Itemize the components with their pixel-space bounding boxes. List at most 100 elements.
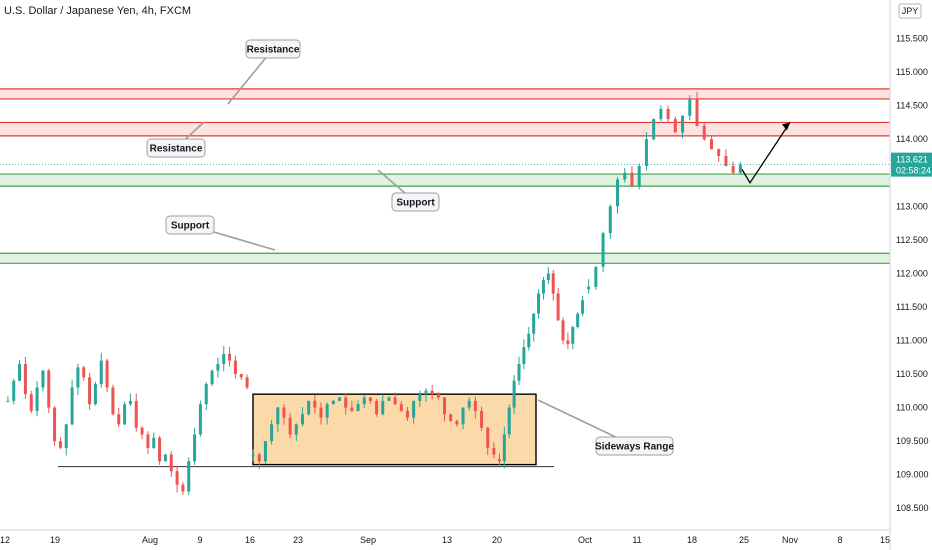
x-tick-label: 25 — [739, 535, 749, 545]
candle-body — [12, 380, 16, 401]
candle-body — [502, 434, 506, 462]
candle-body — [517, 363, 521, 381]
x-tick-label: 18 — [687, 535, 697, 545]
candle-body — [637, 166, 641, 187]
candle-body — [362, 397, 366, 405]
candle-body — [522, 347, 526, 364]
candles-layer — [0, 91, 890, 495]
callout-box — [595, 436, 674, 456]
candle-body — [587, 286, 591, 290]
x-tick-label: 9 — [197, 535, 202, 545]
candle-body — [412, 400, 416, 418]
candle-body — [123, 404, 127, 425]
candle-body — [187, 461, 191, 492]
candle-body — [436, 394, 440, 398]
candle-body — [338, 397, 342, 401]
candle-body — [594, 266, 598, 287]
y-tick-label: 114.500 — [896, 101, 928, 111]
chart-title: U.S. Dollar / Japanese Yen, 4h, FXCM — [4, 5, 192, 17]
candle-body — [681, 115, 685, 133]
x-tick-label: Sep — [360, 535, 376, 545]
candle-body — [356, 404, 360, 411]
candle-body — [644, 139, 648, 167]
candle-body — [158, 437, 162, 462]
y-tick-label: 113.000 — [896, 201, 928, 211]
candle-body — [146, 434, 150, 448]
candle-body — [276, 407, 280, 425]
candle-body — [282, 407, 286, 418]
candle-body — [532, 313, 536, 334]
candle-body — [551, 273, 555, 294]
y-tick-label: 109.500 — [896, 436, 929, 446]
candle-body — [53, 407, 57, 442]
candle-body — [623, 172, 627, 180]
candle-body — [18, 363, 22, 381]
candle-body — [222, 353, 226, 364]
callout-label: Resistance — [150, 144, 203, 155]
candle-body — [717, 149, 721, 156]
projection-arrowhead — [782, 122, 790, 131]
candle-body — [325, 404, 329, 418]
candle-body — [128, 400, 132, 405]
candle-body — [449, 414, 453, 421]
x-tick-label: 13 — [442, 535, 452, 545]
candle-body — [652, 119, 656, 140]
annotations-layer: Resistance Resistance Support Support Sidewa… — [146, 39, 791, 456]
candle-body — [512, 380, 516, 408]
candle-body — [307, 400, 311, 415]
candle-body — [455, 421, 459, 425]
candle-body — [350, 407, 354, 411]
x-tick-label: Oct — [578, 535, 593, 545]
candle-body — [630, 172, 634, 187]
candle-body — [6, 400, 10, 402]
candle-body — [117, 414, 121, 425]
candle-body — [319, 407, 323, 418]
x-tick-label: 11 — [632, 535, 641, 545]
candle-body — [88, 377, 92, 405]
candle-body — [239, 374, 243, 378]
range-layer — [58, 393, 554, 468]
y-tick-label: 108.500 — [896, 503, 929, 513]
y-tick-label: 109.000 — [896, 470, 929, 480]
candle-body — [344, 397, 348, 408]
candle-body — [492, 447, 496, 455]
candle-body — [387, 397, 391, 401]
candle-body — [140, 427, 144, 435]
candle-body — [473, 400, 477, 411]
candle-body — [537, 293, 541, 314]
candle-body — [198, 404, 202, 435]
candle-body — [288, 417, 292, 435]
candle-body — [313, 400, 317, 408]
candle-body — [673, 119, 677, 133]
candle-body — [709, 139, 713, 150]
callout-box — [391, 192, 440, 212]
candle-body — [418, 394, 422, 401]
zones-layer — [0, 88, 890, 264]
current-price-label: 113.621 — [896, 155, 928, 165]
callout-box — [146, 138, 206, 158]
candle-body — [566, 340, 570, 344]
currency-badge-label: JPY — [902, 6, 919, 16]
x-tick-label: 12 — [0, 535, 10, 545]
candle-body — [443, 397, 447, 415]
currency-badge[interactable]: JPY — [898, 3, 922, 19]
candle-body — [497, 459, 501, 462]
y-tick-label: 111.000 — [896, 335, 927, 345]
y-tick-label: 110.500 — [896, 369, 928, 379]
candle-body — [527, 333, 531, 348]
y-tick-label: 112.500 — [896, 235, 928, 245]
candle-body — [270, 424, 274, 442]
candle-body — [41, 370, 45, 388]
candle-body — [430, 390, 434, 395]
candle-body — [738, 164, 742, 173]
x-tick-label: 23 — [293, 535, 303, 545]
candle-body — [581, 300, 585, 314]
candle-body — [541, 280, 545, 294]
callout-label: Resistance — [247, 45, 300, 56]
candle-body — [608, 206, 612, 234]
y-tick-label: 115.000 — [896, 67, 928, 77]
candle-body — [294, 424, 298, 435]
candle-body — [76, 367, 80, 388]
